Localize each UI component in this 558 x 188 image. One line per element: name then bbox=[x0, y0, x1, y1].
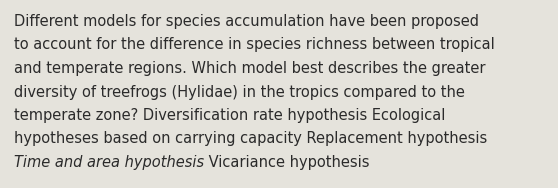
Text: to account for the difference in species richness between tropical: to account for the difference in species… bbox=[14, 37, 495, 52]
Text: temperate zone? Diversification rate hypothesis Ecological: temperate zone? Diversification rate hyp… bbox=[14, 108, 445, 123]
Text: Vicariance hypothesis: Vicariance hypothesis bbox=[204, 155, 369, 170]
Text: hypotheses based on carrying capacity Replacement hypothesis: hypotheses based on carrying capacity Re… bbox=[14, 131, 487, 146]
Text: Time and area hypothesis: Time and area hypothesis bbox=[14, 155, 204, 170]
Text: diversity of treefrogs (Hylidae) in the tropics compared to the: diversity of treefrogs (Hylidae) in the … bbox=[14, 84, 465, 99]
Text: and temperate regions. Which model best describes the greater: and temperate regions. Which model best … bbox=[14, 61, 485, 76]
Text: Different models for species accumulation have been proposed: Different models for species accumulatio… bbox=[14, 14, 479, 29]
